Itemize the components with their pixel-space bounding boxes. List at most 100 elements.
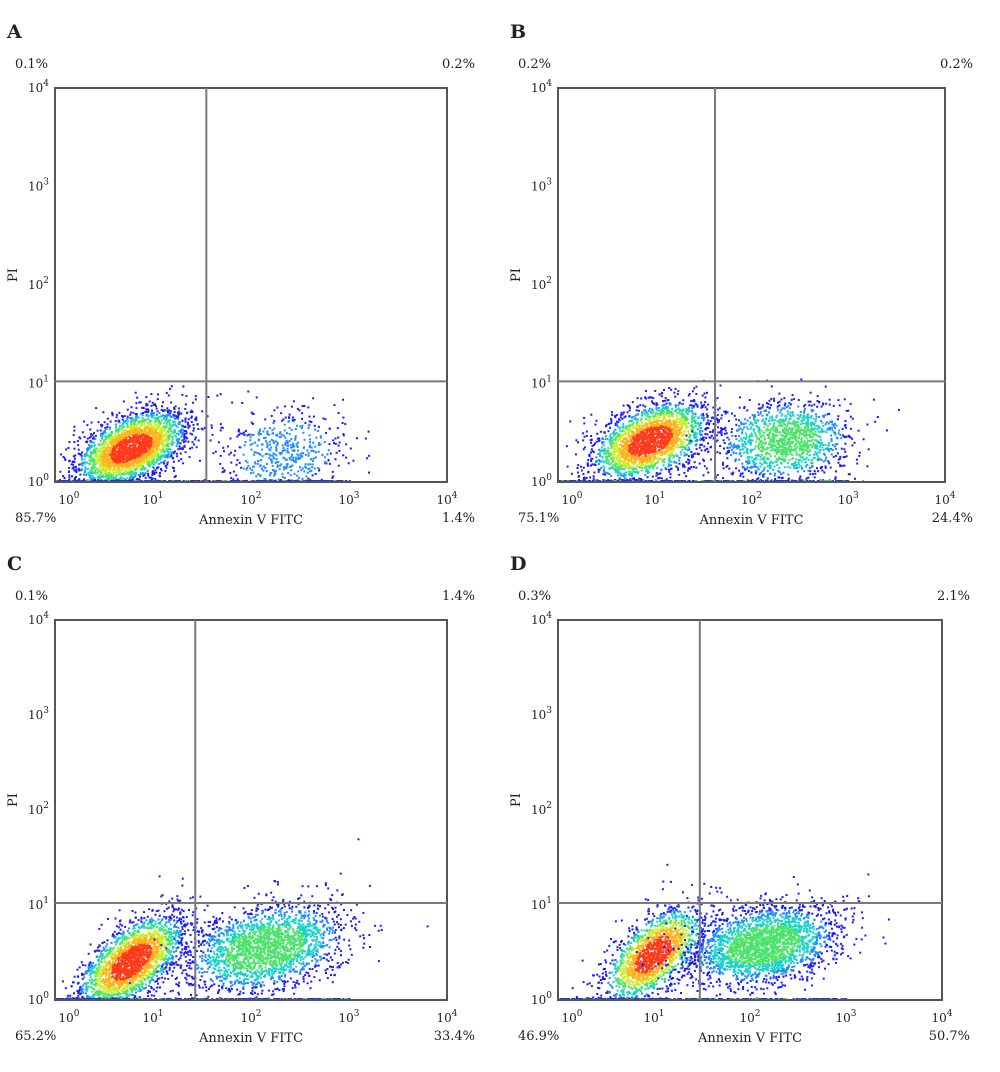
- scatter-point: [166, 454, 169, 457]
- scatter-point: [171, 431, 174, 434]
- scatter-point: [333, 404, 336, 407]
- scatter-point: [119, 478, 122, 481]
- scatter-point: [610, 422, 613, 425]
- scatter-point: [165, 425, 168, 428]
- scatter-point: [615, 440, 618, 443]
- scatter-point: [118, 420, 121, 423]
- scatter-point: [118, 467, 121, 470]
- scatter-point: [94, 461, 97, 464]
- scatter-point: [244, 440, 247, 443]
- scatter-point: [637, 471, 640, 474]
- scatter-point: [660, 451, 663, 454]
- scatter-point: [146, 460, 148, 463]
- scatter-point: [150, 430, 153, 433]
- scatter-point: [703, 417, 706, 420]
- scatter-point: [179, 452, 182, 455]
- scatter-point: [175, 415, 178, 418]
- scatter-point: [169, 414, 172, 417]
- scatter-point: [154, 429, 157, 432]
- scatter-point: [150, 450, 153, 453]
- scatter-point: [184, 440, 187, 443]
- scatter-point: [83, 458, 86, 461]
- scatter-point: [101, 465, 104, 468]
- scatter-point: [157, 434, 160, 437]
- scatter-point: [159, 434, 162, 437]
- scatter-point: [254, 451, 257, 454]
- scatter-point: [201, 410, 204, 413]
- scatter-point: [259, 428, 262, 431]
- scatter-point: [133, 428, 136, 430]
- scatter-point: [132, 424, 135, 427]
- scatter-point: [286, 432, 288, 435]
- scatter-point: [140, 454, 143, 457]
- scatter-point: [122, 439, 125, 441]
- scatter-point: [149, 451, 152, 454]
- scatter-point: [246, 479, 249, 482]
- scatter-point: [151, 430, 154, 432]
- scatter-point: [99, 439, 102, 442]
- scatter-point: [162, 414, 164, 417]
- scatter-point: [646, 471, 649, 474]
- scatter-point: [132, 476, 135, 479]
- scatter-point: [706, 422, 709, 424]
- scatter-point: [303, 470, 306, 473]
- scatter-point: [114, 436, 117, 439]
- scatter-point: [136, 462, 139, 465]
- scatter-point: [160, 408, 163, 411]
- scatter-point: [138, 459, 141, 462]
- scatter-point: [161, 439, 164, 442]
- scatter-point: [250, 448, 253, 451]
- scatter-point: [272, 422, 275, 424]
- scatter-point: [302, 431, 305, 434]
- scatter-point: [134, 455, 136, 458]
- scatter-point: [160, 468, 162, 470]
- scatter-point: [169, 442, 172, 445]
- scatter-point: [115, 461, 118, 463]
- scatter-point: [645, 466, 647, 468]
- scatter-point: [149, 427, 152, 430]
- scatter-point: [164, 426, 167, 429]
- scatter-point: [628, 444, 631, 447]
- scatter-point: [590, 441, 592, 444]
- scatter-point: [223, 469, 226, 472]
- scatter-point: [664, 406, 667, 409]
- scatter-point: [155, 413, 158, 416]
- scatter-point: [103, 430, 106, 433]
- scatter-point: [245, 468, 248, 471]
- scatter-point: [647, 409, 650, 412]
- scatter-point: [123, 455, 126, 457]
- scatter-point: [187, 418, 190, 421]
- scatter-point: [148, 423, 150, 425]
- scatter-point: [115, 416, 118, 419]
- scatter-point: [661, 454, 664, 457]
- scatter-point: [145, 438, 148, 440]
- scatter-point: [256, 462, 259, 465]
- scatter-point: [182, 431, 185, 434]
- scatter-point: [170, 451, 173, 454]
- scatter-point: [260, 433, 262, 436]
- scatter-point: [259, 453, 262, 456]
- scatter-point: [622, 451, 625, 454]
- scatter-point: [583, 416, 586, 419]
- scatter-point: [107, 472, 110, 475]
- scatter-point: [173, 467, 175, 470]
- scatter-point: [147, 415, 150, 418]
- scatter-point: [695, 466, 698, 469]
- scatter-point: [299, 452, 302, 455]
- scatter-point: [628, 467, 631, 470]
- scatter-point: [612, 438, 615, 441]
- scatter-point: [108, 478, 111, 481]
- scatter-point: [161, 435, 164, 438]
- scatter-point: [311, 460, 314, 463]
- scatter-point: [132, 444, 135, 447]
- quadrant-lower-left-percent: 85.7%: [15, 511, 56, 526]
- scatter-point: [249, 439, 252, 442]
- scatter-point: [93, 458, 96, 461]
- scatter-point: [140, 448, 143, 451]
- scatter-point: [168, 421, 171, 424]
- scatter-point: [139, 428, 142, 431]
- scatter-point: [183, 438, 186, 441]
- scatter-point: [175, 416, 178, 419]
- scatter-point: [147, 442, 150, 445]
- scatter-point: [250, 421, 253, 424]
